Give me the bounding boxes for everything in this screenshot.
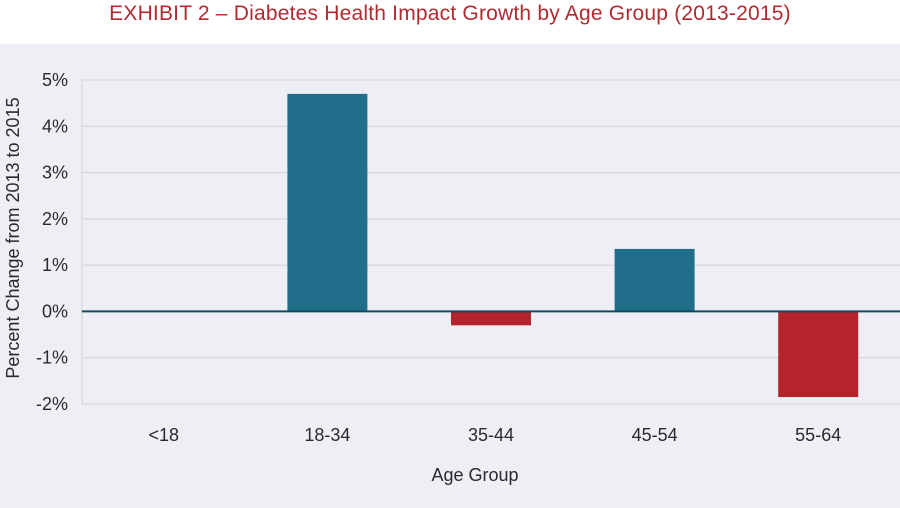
y-axis-title: Percent Change from 2013 to 2015 bbox=[3, 97, 23, 378]
y-tick-label: 2% bbox=[42, 209, 68, 229]
x-category-label: 35-44 bbox=[468, 425, 514, 445]
bar-45-54 bbox=[614, 248, 695, 312]
y-tick-label: 3% bbox=[42, 163, 68, 183]
x-axis-title: Age Group bbox=[431, 465, 518, 485]
y-tick-labels: 5% 4% 3% 2% 1% 0% -1% -2% bbox=[36, 70, 68, 414]
x-category-label: <18 bbox=[149, 425, 180, 445]
chart-title: EXHIBIT 2 – Diabetes Health Impact Growt… bbox=[109, 2, 791, 25]
x-category-label: 45-54 bbox=[632, 425, 678, 445]
y-tick-label: 4% bbox=[42, 116, 68, 136]
x-category-label: 18-34 bbox=[304, 425, 350, 445]
y-tick-label: 5% bbox=[42, 70, 68, 90]
bar-55-64 bbox=[778, 311, 859, 398]
y-tick-label: 1% bbox=[42, 255, 68, 275]
x-category-labels: <18 18-34 35-44 45-54 55-64 bbox=[149, 425, 842, 445]
bars bbox=[287, 93, 859, 398]
gridlines bbox=[81, 79, 900, 405]
chart-panel bbox=[0, 44, 900, 508]
y-tick-label: -2% bbox=[36, 394, 68, 414]
y-tick-label: 0% bbox=[42, 301, 68, 321]
x-category-label: 55-64 bbox=[795, 425, 841, 445]
y-tick-label: -1% bbox=[36, 348, 68, 368]
bar-18-34 bbox=[287, 93, 368, 312]
bar-35-44 bbox=[451, 311, 531, 326]
